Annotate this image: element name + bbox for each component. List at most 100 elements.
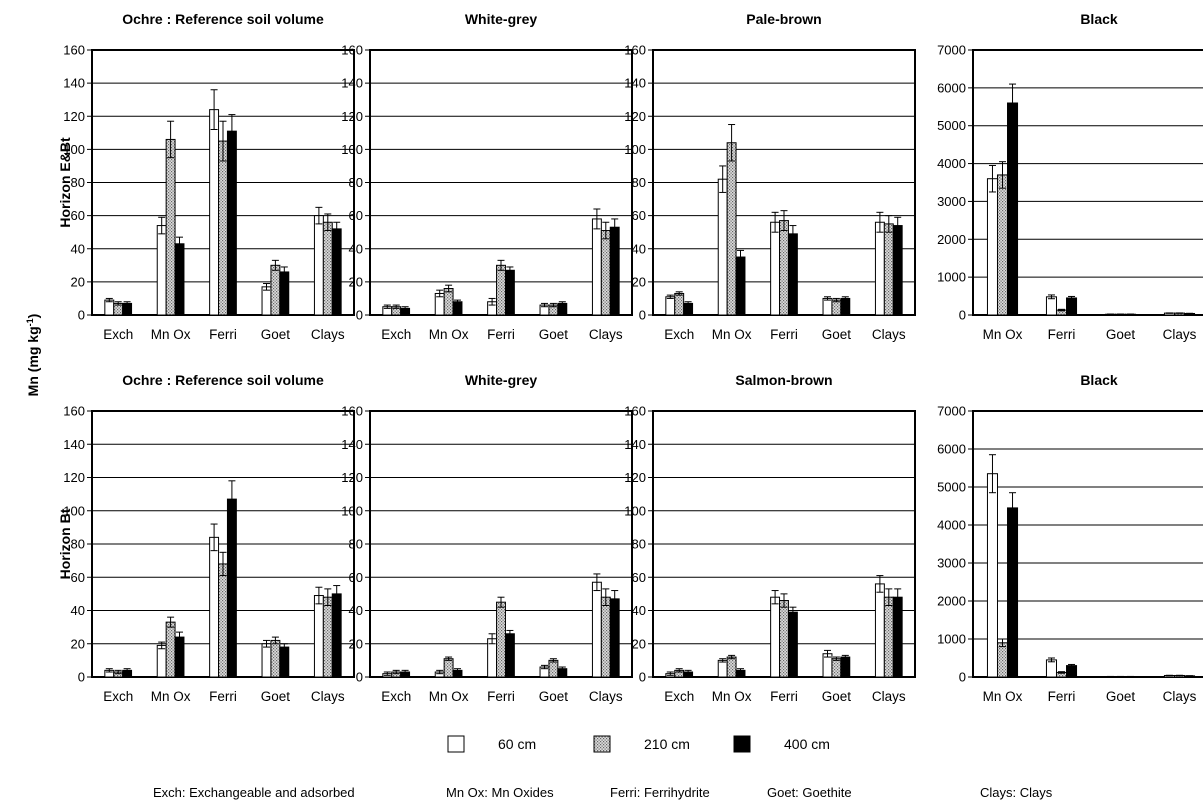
bar — [313, 595, 324, 678]
x-tick-label: Clays — [589, 689, 623, 704]
panel-2: White-grey 0 20 40 60 80 100 120 140 160 Exch Mn Ox… — [341, 11, 633, 342]
x-tick-label: Clays — [311, 327, 345, 342]
bar — [787, 611, 798, 678]
x-tick-label: Exch — [103, 689, 133, 704]
x-tick-label: Mn Ox — [712, 689, 752, 704]
x-tick-label: Ferri — [770, 689, 798, 704]
y-tick-label: 0 — [78, 670, 85, 685]
legend-swatch — [447, 735, 465, 753]
y-tick-label: 100 — [63, 503, 85, 518]
y-tick-label: 40 — [632, 603, 646, 618]
bar — [986, 473, 998, 678]
y-tick-label: 100 — [341, 142, 363, 157]
bar — [156, 225, 167, 316]
x-tick-label: Goet — [1106, 689, 1136, 704]
x-tick-label: Mn Ox — [429, 327, 469, 342]
y-tick-label: 60 — [349, 208, 363, 223]
y-tick-label: 5000 — [937, 118, 966, 133]
x-tick-label: Ferri — [487, 327, 515, 342]
y-tick-label: 80 — [632, 175, 646, 190]
x-tick-label: Clays — [311, 689, 345, 704]
y-tick-label: 3000 — [937, 194, 966, 209]
bar — [261, 286, 272, 316]
bar — [174, 243, 185, 316]
y-tick-label: 140 — [63, 437, 85, 452]
bar — [609, 226, 620, 316]
bar — [218, 140, 228, 316]
bar — [165, 621, 176, 678]
bar — [600, 596, 611, 678]
y-tick-label: 40 — [632, 241, 646, 256]
bar — [322, 596, 333, 678]
footnote-item: Goet: Goethite — [767, 785, 852, 800]
bar — [279, 271, 290, 316]
bar — [840, 297, 851, 316]
y-tick-label: 160 — [624, 404, 646, 419]
x-tick-label: Ferri — [770, 327, 798, 342]
y-tick-label: 140 — [341, 437, 363, 452]
panel-1: Ochre : Reference soil volume Horizon E&B… — [57, 11, 355, 342]
bar — [996, 642, 1009, 678]
y-tick-label: 6000 — [937, 80, 966, 95]
y-tick-label: 160 — [624, 43, 646, 58]
footnote: Exch: Exchangeable and adsorbed Mn Ox: Mn… — [153, 785, 1053, 800]
x-tick-label: Exch — [103, 327, 133, 342]
x-tick-label: Exch — [381, 327, 411, 342]
y-tick-label: 160 — [63, 404, 85, 419]
x-tick-label: Mn Ox — [151, 689, 191, 704]
y-tick-label: 20 — [71, 636, 85, 651]
bar — [1007, 507, 1019, 678]
x-tick-label: Mn Ox — [712, 327, 752, 342]
legend-label: 400 cm — [784, 736, 830, 752]
bar — [892, 225, 903, 316]
bar — [874, 583, 885, 678]
y-tick-label: 80 — [71, 175, 85, 190]
row-label: Horizon Bt — [57, 508, 73, 579]
y-tick-label: 20 — [349, 636, 363, 651]
y-tick-label: 120 — [624, 470, 646, 485]
x-tick-label: Mn Ox — [983, 689, 1023, 704]
bar — [996, 174, 1009, 316]
bar — [770, 221, 781, 316]
y-tick-label: 0 — [959, 308, 966, 323]
y-tick-label: 20 — [632, 636, 646, 651]
y-tick-label: 60 — [632, 208, 646, 223]
bar — [779, 600, 789, 678]
bar — [726, 142, 737, 316]
x-tick-label: Exch — [381, 689, 411, 704]
bar — [831, 299, 842, 316]
y-tick-label: 40 — [349, 241, 363, 256]
x-tick-label: Goet — [261, 689, 291, 704]
bar — [165, 138, 176, 316]
bar — [717, 178, 728, 316]
bar — [1066, 297, 1078, 316]
y-tick-label: 80 — [71, 537, 85, 552]
bar — [735, 256, 746, 316]
x-tick-label: Goet — [822, 327, 852, 342]
y-tick-label: 0 — [639, 670, 646, 685]
panel-title: Ochre : Reference soil volume — [122, 372, 324, 388]
plot-frame — [972, 49, 1203, 316]
x-tick-label: Mn Ox — [151, 327, 191, 342]
row-label: Horizon E&Bt — [57, 137, 73, 228]
panel-5: Ochre : Reference soil volume Horizon Bt 0… — [57, 372, 355, 704]
plot-frame — [972, 410, 1203, 678]
bar — [209, 536, 220, 678]
y-tick-label: 80 — [632, 537, 646, 552]
bar — [883, 223, 894, 316]
panels: Ochre : Reference soil volume Horizon E&B… — [57, 11, 1203, 704]
y-tick-label: 1000 — [937, 270, 966, 285]
bar — [331, 228, 342, 316]
bar — [443, 288, 454, 316]
y-tick-label: 120 — [63, 109, 85, 124]
y-tick-label: 140 — [341, 76, 363, 91]
x-tick-label: Mn Ox — [429, 689, 469, 704]
bar — [591, 581, 602, 678]
bar — [226, 498, 237, 678]
bar — [226, 130, 237, 316]
bar — [787, 233, 798, 316]
y-tick-label: 120 — [63, 470, 85, 485]
y-tick-label: 40 — [71, 603, 85, 618]
bar — [717, 659, 728, 678]
